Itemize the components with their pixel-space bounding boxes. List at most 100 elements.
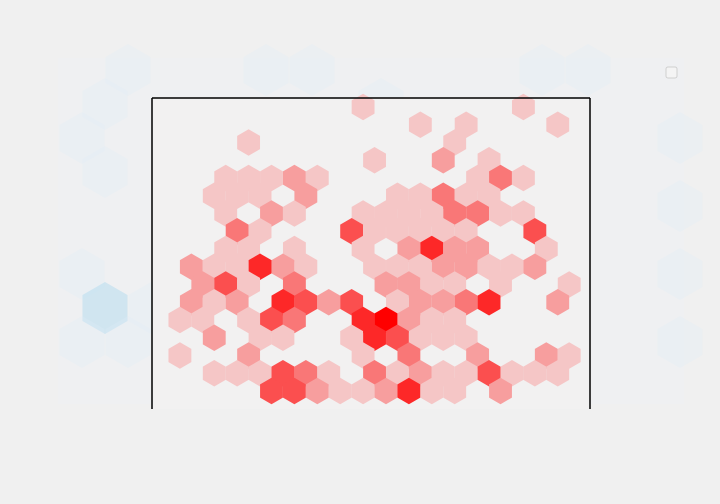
inner-hex-bin — [386, 360, 409, 387]
inner-hex-bin — [271, 289, 295, 316]
inner-hex-bin — [546, 360, 570, 387]
inner-hex-bin — [351, 377, 375, 405]
inner-hex-bin — [443, 235, 467, 263]
inner-hex-bin — [420, 271, 444, 298]
inner-hex-bin — [408, 289, 432, 316]
inner-hex-bin — [191, 306, 215, 334]
inner-hex-bin — [557, 342, 581, 369]
inner-hex-bin — [454, 324, 478, 351]
inner-hex-bin — [397, 377, 421, 405]
inner-hex-bin — [363, 218, 386, 245]
inner-hex-bin — [420, 306, 444, 334]
inner-hex-bin — [305, 164, 329, 192]
outer-hex-bin — [289, 44, 335, 96]
inner-hex-bin — [363, 147, 386, 174]
inner-hex-bin — [408, 111, 432, 138]
inner-hex-bin — [317, 360, 341, 387]
inner-hex-bin — [248, 360, 272, 387]
inner-hex-bin — [374, 271, 398, 298]
inner-hex-bin — [477, 147, 501, 174]
inner-hex-bin — [489, 271, 512, 298]
inner-hex-bin — [214, 164, 238, 192]
inner-hex-bin — [408, 253, 432, 280]
inner-hex-bin — [523, 218, 547, 245]
inner-hex-bin — [511, 200, 535, 227]
inner-hex-bin — [420, 377, 444, 405]
inner-hex-bin — [351, 200, 375, 227]
inner-hex-bin — [214, 271, 238, 298]
inner-hex-bin — [534, 342, 558, 369]
inner-hex-bin — [489, 200, 512, 227]
inner-hex-bin — [260, 164, 283, 192]
inner-hex-bin — [340, 289, 364, 316]
inner-hex-bin — [191, 271, 215, 298]
inner-hex-bin — [431, 360, 455, 387]
inner-hex-bin — [431, 147, 455, 174]
inner-hex-bin — [294, 182, 318, 209]
inner-hex-bin — [386, 324, 409, 351]
inner-hex-bin — [386, 253, 409, 280]
inner-hex-bin — [397, 342, 421, 369]
inner-hex-bin — [534, 235, 558, 263]
inner-hex-bin — [511, 164, 535, 192]
inner-hex-bin — [420, 235, 444, 263]
inner-hex-bin — [225, 182, 249, 209]
inner-hex-bin — [202, 253, 226, 280]
inner-hex-bin — [397, 200, 421, 227]
inner-hex-bin — [248, 182, 272, 209]
inner-hex-bin — [282, 200, 306, 227]
inner-hex-bin — [523, 253, 547, 280]
inner-hex-bin — [397, 306, 421, 334]
inner-hex-bin — [489, 377, 512, 405]
inner-hex-bin — [489, 164, 512, 192]
inner-hex-bin — [408, 324, 432, 351]
inner-hex-bin — [454, 182, 478, 209]
legend-marker — [665, 66, 678, 79]
inner-hex-bin — [431, 324, 455, 351]
inner-hex-bin — [305, 377, 329, 405]
inner-hex-bin — [202, 289, 226, 316]
inner-hex-bin — [317, 289, 341, 316]
inner-hex-bin — [237, 129, 261, 156]
inner-hex-bin — [179, 289, 203, 316]
inner-hex-bin — [546, 111, 570, 138]
inner-hex-bin — [260, 377, 283, 405]
inner-hex-bin — [454, 360, 478, 387]
inner-hex-bin — [179, 253, 203, 280]
inner-hex-bin — [214, 235, 238, 263]
inner-hex-bin — [225, 360, 249, 387]
inner-hex-bin — [294, 289, 318, 316]
inner-hex-bin — [454, 218, 478, 245]
inner-hex-bin — [431, 218, 455, 245]
outer-hex-bin — [519, 44, 565, 96]
inner-hex-bin — [282, 164, 306, 192]
inner-hex-bin — [443, 377, 467, 405]
outer-hex-bin — [82, 78, 128, 130]
inner-hex-bin — [271, 253, 295, 280]
inner-hex-bin — [237, 271, 261, 298]
inner-hex-bin — [443, 129, 467, 156]
inner-hex-bin — [351, 342, 375, 369]
inner-hex-bin — [282, 235, 306, 263]
inner-hex-bin — [260, 200, 283, 227]
inner-hex-bin — [466, 342, 490, 369]
outer-hex-bin — [657, 248, 703, 300]
outer-hex-bin — [657, 180, 703, 232]
inner-hex-bin — [477, 360, 501, 387]
outer-hex-bin — [82, 146, 128, 198]
inner-hex-bin — [546, 289, 570, 316]
inner-hex-bin — [466, 235, 490, 263]
inner-hex-bin — [237, 235, 261, 263]
inner-hex-bin — [225, 253, 249, 280]
inner-hex-bin — [294, 360, 318, 387]
inner-hex-bin — [282, 306, 306, 334]
outer-hex-bin — [105, 44, 151, 96]
inner-hex-bin — [351, 93, 375, 121]
inner-hex-bin — [202, 182, 226, 209]
inner-hex-bin — [477, 253, 501, 280]
inner-hex-bin — [386, 218, 409, 245]
inner-hex-bin — [282, 271, 306, 298]
outer-hex-bin — [243, 44, 289, 96]
inner-hex-bin — [431, 182, 455, 209]
